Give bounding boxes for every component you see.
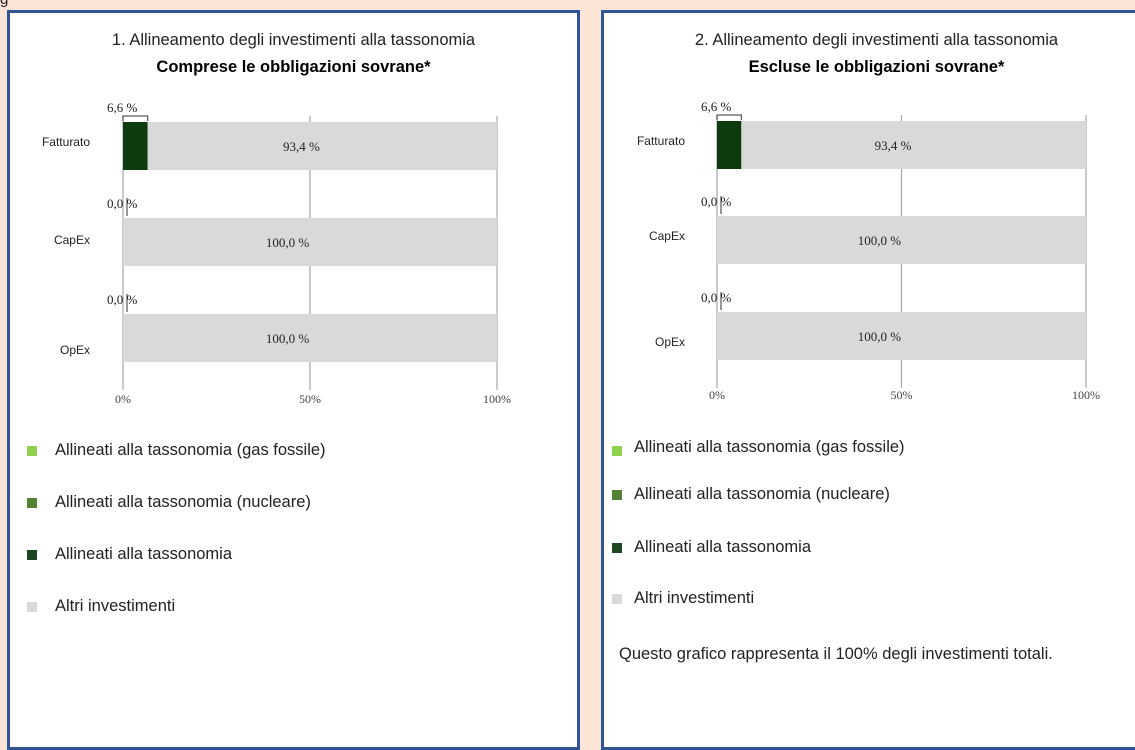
legend-label: Altri investimenti (634, 589, 755, 607)
bar-aligned (123, 122, 148, 170)
chart-subtitle: Comprese le obbligazioni sovrane* (156, 58, 431, 76)
tick-label: 0% (709, 388, 725, 402)
data-label-aligned: 0,0 % (701, 290, 732, 305)
legend-label: Allineati alla tassonomia (gas fossile) (55, 441, 326, 459)
category-label: Fatturato (42, 135, 90, 149)
legend-swatch (27, 601, 37, 612)
legend-label: Altri investimenti (55, 597, 176, 615)
legend-item-nucleare: Allineati alla tassonomia (nucleare) (612, 485, 890, 504)
bar-other (147, 122, 497, 170)
legend-swatch (612, 593, 622, 604)
data-label-aligned: 0,0 % (107, 292, 138, 307)
legend-label: Allineati alla tassonomia (55, 545, 233, 563)
bar-other (717, 312, 1086, 360)
header-fragment: g (0, 0, 8, 8)
legend-swatch (612, 542, 622, 553)
legend-swatch (27, 445, 37, 456)
legend-label: Allineati alla tassonomia (nucleare) (634, 485, 890, 503)
data-label-aligned: 6,6 % (107, 100, 138, 115)
data-label-aligned: 6,6 % (701, 99, 732, 114)
legend-item-gas-fossile: Allineati alla tassonomia (gas fossile) (612, 438, 905, 457)
legend-item-altri: Altri investimenti (27, 597, 175, 616)
chart-note: Questo grafico rappresenta il 100% degli… (619, 645, 1053, 663)
category-label: OpEx (60, 343, 90, 357)
data-label-other: 93,4 % (283, 139, 320, 154)
legend-swatch (612, 445, 622, 456)
label-leader (122, 115, 149, 121)
chart-title: 2. Allineamento degli investimenti alla … (694, 31, 1059, 49)
bar-other (741, 121, 1086, 169)
bar-aligned (717, 121, 742, 169)
category-label: CapEx (649, 229, 685, 243)
data-label-other: 100,0 % (858, 233, 902, 248)
category-label: CapEx (54, 233, 90, 247)
data-label-aligned: 0,0 % (107, 196, 138, 211)
chart-panel-right: 2. Allineamento degli investimenti alla … (601, 10, 1135, 750)
bar-chart-left: Fatturato 6,6 % 93,4 % CapEx 0,0 % 100,0 % OpE… (42, 100, 511, 406)
legend-item-allineati: Allineati alla tassonomia (27, 545, 232, 564)
legend-swatch (27, 497, 37, 508)
legend-label: Allineati alla tassonomia (gas fossile) (634, 438, 905, 456)
bar-other (717, 216, 1086, 264)
legend-item-gas-fossile: Allineati alla tassonomia (gas fossile) (27, 441, 326, 460)
category-label: OpEx (655, 335, 685, 349)
legend-label: Allineati alla tassonomia (nucleare) (55, 493, 311, 511)
legend-swatch (612, 489, 622, 500)
tick-label: 50% (299, 392, 321, 406)
tick-label: 100% (1072, 388, 1100, 402)
data-label-other: 100,0 % (266, 331, 310, 346)
legend-swatch (27, 549, 37, 560)
legend-item-nucleare: Allineati alla tassonomia (nucleare) (27, 493, 311, 512)
legend-item-allineati: Allineati alla tassonomia (612, 538, 811, 557)
bar-other (123, 218, 497, 266)
legend-label: Allineati alla tassonomia (634, 538, 812, 556)
data-label-aligned: 0,0 % (701, 194, 732, 209)
tick-label: 0% (115, 392, 131, 406)
tick-label: 50% (891, 388, 913, 402)
data-label-other: 93,4 % (875, 138, 912, 153)
category-label: Fatturato (637, 134, 685, 148)
chart-subtitle: Escluse le obbligazioni sovrane* (748, 58, 1005, 76)
bar-chart-right: Fatturato 6,6 % 93,4 % CapEx 0,0 % 100,0 % OpE… (637, 99, 1100, 402)
data-label-other: 100,0 % (266, 235, 310, 250)
tick-label: 100% (483, 392, 511, 406)
bar-other (123, 314, 497, 362)
chart-title: 1. Allineamento degli investimenti alla … (111, 31, 476, 49)
data-label-other: 100,0 % (858, 329, 902, 344)
label-leader (716, 114, 742, 120)
legend-item-altri: Altri investimenti (612, 589, 754, 608)
chart-panel-left: 1. Allineamento degli investimenti alla … (7, 10, 580, 750)
